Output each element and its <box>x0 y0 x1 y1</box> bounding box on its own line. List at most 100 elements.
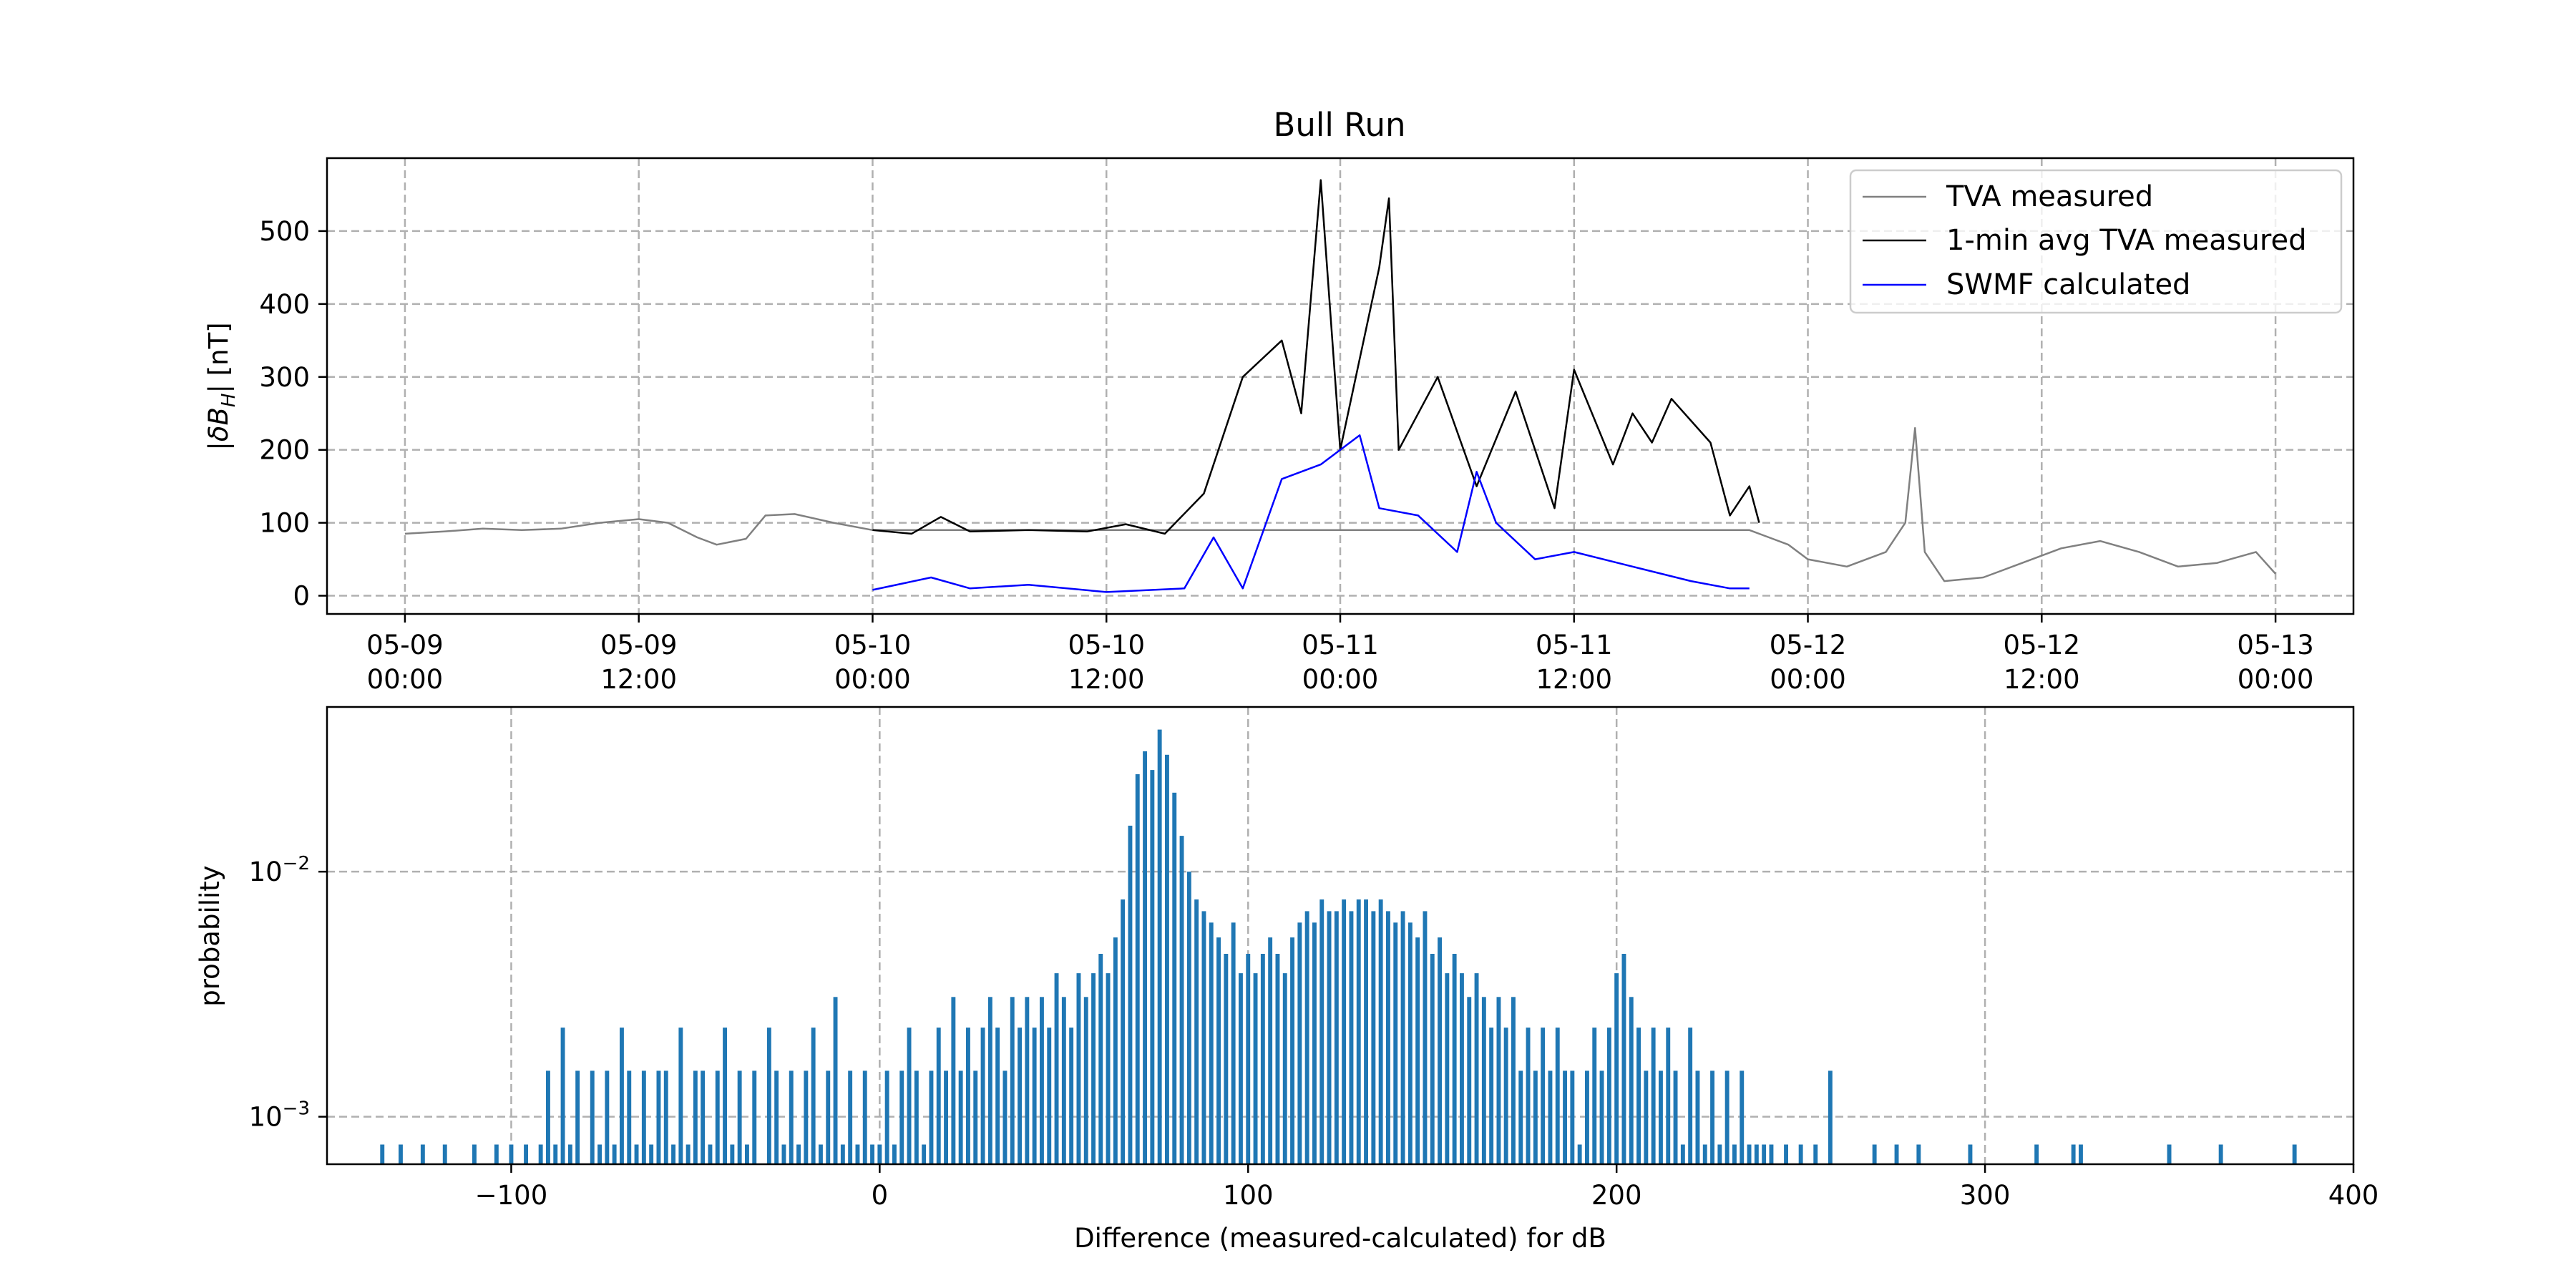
histogram-bar <box>819 1144 823 1164</box>
histogram-bar <box>1239 973 1243 1164</box>
histogram-bar <box>811 1028 816 1164</box>
histogram-bar <box>1400 911 1405 1164</box>
histogram-bar <box>2292 1144 2297 1164</box>
histogram-bar <box>612 1144 617 1164</box>
histogram-bar <box>1157 729 1162 1164</box>
top-y-tick-label: 0 <box>293 581 310 612</box>
histogram-bar <box>1061 997 1066 1164</box>
bottom-y-tick-label: 10−2 <box>249 853 310 887</box>
top-y-tick-label: 100 <box>259 508 310 539</box>
bottom-x-tick-label: 0 <box>872 1180 889 1211</box>
histogram-bar <box>1186 872 1191 1164</box>
histogram-bar <box>442 1144 447 1164</box>
histogram-bar <box>627 1070 632 1164</box>
top-x-tick-label-date: 05-12 <box>1770 630 1847 660</box>
histogram-bar <box>567 1144 572 1164</box>
histogram-bar <box>2167 1144 2172 1164</box>
histogram-bar <box>1762 1144 1767 1164</box>
histogram-bar <box>1194 899 1199 1164</box>
top-y-tick-label: 400 <box>259 289 310 320</box>
histogram-bar <box>1688 1028 1693 1164</box>
histogram-bar <box>671 1144 675 1164</box>
histogram-bar <box>1393 922 1398 1164</box>
histogram-bar <box>715 1070 720 1164</box>
histogram-bar <box>1356 899 1361 1164</box>
legend: TVA measured 1-min avg TVA measured SWMF… <box>1849 169 2343 314</box>
histogram-bar <box>1511 997 1516 1164</box>
histogram-bar <box>1121 899 1126 1164</box>
histogram-bar <box>1481 997 1486 1164</box>
histogram-bars <box>380 729 2297 1164</box>
histogram-bar <box>1349 911 1354 1164</box>
histogram-bar <box>1253 973 1258 1164</box>
histogram-bar <box>1378 899 1383 1164</box>
histogram-bar <box>2079 1144 2083 1164</box>
top-x-tick-label-time: 12:00 <box>1068 664 1145 695</box>
histogram-bar <box>1460 973 1464 1164</box>
histogram-bar <box>678 1028 683 1164</box>
tick-exponent: −3 <box>283 1098 310 1120</box>
legend-label-1min-avg: 1-min avg TVA measured <box>1946 224 2306 257</box>
histogram-bar <box>1098 954 1103 1164</box>
histogram-bar <box>1526 1028 1531 1164</box>
top-x-ticks: 05-09 00:00 05-09 12:00 05-10 00:00 05-10 12:00… <box>366 614 2314 695</box>
histogram-bar <box>944 1070 948 1164</box>
histogram-bar <box>1732 1144 1737 1164</box>
histogram-bar <box>1407 922 1413 1164</box>
histogram-bar <box>1069 1028 1074 1164</box>
histogram-bar <box>509 1144 514 1164</box>
histogram-bar <box>708 1144 713 1164</box>
bottom-x-tick-label: −100 <box>475 1180 548 1211</box>
histogram-bar <box>524 1144 528 1164</box>
histogram-bar <box>1209 922 1214 1164</box>
histogram-bar <box>1224 954 1229 1164</box>
histogram-bar <box>1702 1144 1707 1164</box>
histogram-bar <box>399 1144 403 1164</box>
histogram-bar <box>862 1070 867 1164</box>
histogram-bar <box>656 1070 661 1164</box>
histogram-bar <box>1813 1144 1818 1164</box>
histogram-bar <box>1445 973 1450 1164</box>
histogram-bar <box>1673 1070 1678 1164</box>
histogram-bar <box>1268 937 1273 1164</box>
histogram-bar <box>855 1144 860 1164</box>
histogram-bar <box>892 1144 897 1164</box>
series-1min-avg-tva <box>872 179 1760 535</box>
histogram-bar <box>1047 1028 1052 1164</box>
histogram-bar <box>1629 997 1634 1164</box>
tick-base: 10 <box>249 1102 283 1133</box>
top-x-tick-label-time: 12:00 <box>1536 664 1612 695</box>
top-x-tick-label-time: 12:00 <box>2004 664 2080 695</box>
bottom-x-ticks: −100 0 100 200 300 400 <box>475 1164 2379 1211</box>
histogram-bar <box>1054 973 1059 1164</box>
histogram-bar <box>877 1144 882 1164</box>
histogram-bar <box>1570 1070 1575 1164</box>
histogram-bar <box>2218 1144 2223 1164</box>
top-x-tick-label-date: 05-12 <box>2004 630 2081 660</box>
top-series-group <box>404 179 2277 593</box>
histogram-bar <box>1076 973 1081 1164</box>
histogram-bar <box>1327 911 1332 1164</box>
histogram-bar <box>1260 954 1265 1164</box>
histogram-bar <box>723 1028 727 1164</box>
bottom-x-axis-label: Difference (measured-calculated) for dB <box>1074 1223 1606 1254</box>
histogram-bar <box>1165 754 1169 1164</box>
histogram-bar <box>1555 1028 1560 1164</box>
histogram-bar <box>1489 1028 1494 1164</box>
histogram-bar <box>641 1070 646 1164</box>
histogram-bar <box>884 1070 889 1164</box>
histogram-bar <box>796 1144 801 1164</box>
histogram-bar <box>1695 1070 1700 1164</box>
histogram-bar <box>380 1144 385 1164</box>
histogram-bar <box>1872 1144 1877 1164</box>
top-x-tick-label-date: 05-13 <box>2237 630 2314 660</box>
histogram-bar <box>914 1070 919 1164</box>
histogram-bar <box>1754 1144 1759 1164</box>
histogram-bar <box>1106 973 1111 1164</box>
histogram-bar <box>1621 954 1626 1164</box>
histogram-bar <box>1438 937 1442 1164</box>
histogram-bar <box>840 1144 845 1164</box>
top-y-tick-label: 300 <box>259 362 310 393</box>
histogram-bar <box>1548 1070 1553 1164</box>
histogram-bar <box>1231 922 1236 1164</box>
